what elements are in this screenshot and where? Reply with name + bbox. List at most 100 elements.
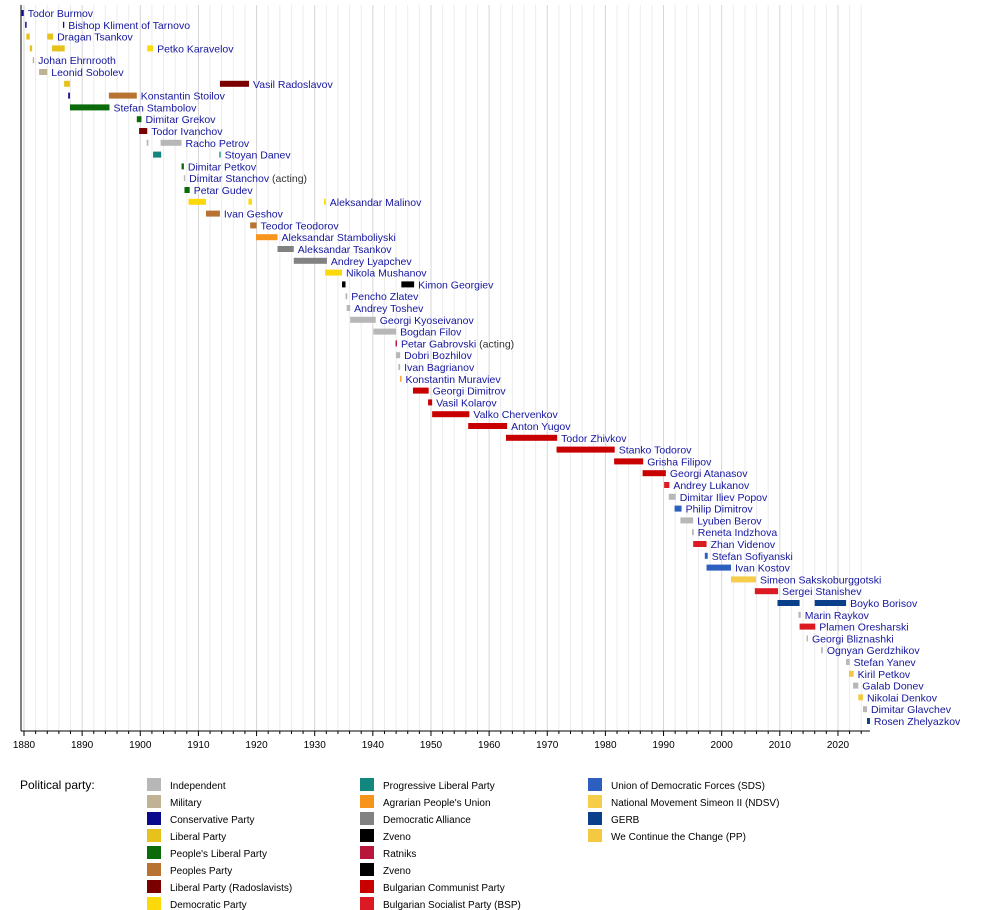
legend-label: Liberal Party (Radoslavists) xyxy=(170,883,292,894)
legend-label: We Continue the Change (PP) xyxy=(611,832,746,843)
pm-name: Georgi Dimitrov xyxy=(433,386,507,398)
pm-name: Vasil Radoslavov xyxy=(253,79,334,91)
term-bar xyxy=(614,458,644,465)
tick-label: 2020 xyxy=(827,740,850,751)
pm-name: Simeon Sakskoburggotski xyxy=(760,574,881,586)
pm-name-label: Bogdan Filov xyxy=(400,327,462,339)
pm-name: Kiril Petkov xyxy=(858,669,911,681)
pm-name-label: Andrey Lyapchev xyxy=(331,256,412,268)
pm-name-label: Stefan Yanev xyxy=(854,657,917,669)
pm-name: Ognyan Gerdzhikov xyxy=(827,645,921,657)
pm-name: Georgi Bliznashki xyxy=(812,633,894,645)
pm-name: Bogdan Filov xyxy=(400,327,462,339)
legend-swatch xyxy=(588,795,602,808)
term-bar xyxy=(181,163,184,170)
pm-name: Dimitar Grekov xyxy=(145,114,216,126)
legend-label: Agrarian People's Union xyxy=(383,798,491,809)
legend-swatch xyxy=(588,812,602,825)
pm-name-label: Andrey Toshev xyxy=(354,303,424,315)
pm-name-label: Rosen Zhelyazkov xyxy=(874,716,961,728)
pm-name: Reneta Indzhova xyxy=(698,527,778,539)
pm-name: Valko Chervenkov xyxy=(473,409,558,421)
pm-name: Stefan Yanev xyxy=(854,657,917,669)
term-bar xyxy=(250,222,257,229)
term-bar xyxy=(345,293,348,300)
pm-name: Andrey Lyapchev xyxy=(331,256,412,268)
pm-name: Dimitar Glavchev xyxy=(871,704,952,716)
pm-name-label: Plamen Oresharski xyxy=(819,622,908,634)
pm-name: Andrey Lukanov xyxy=(673,480,750,492)
term-bar xyxy=(398,364,401,370)
legend-label: GERB xyxy=(611,815,640,826)
term-bar xyxy=(400,375,402,382)
pm-name-label: Dimitar Iliev Popov xyxy=(680,492,768,504)
term-bar xyxy=(346,305,351,311)
pm-name-label: Konstantin Stoilov xyxy=(141,91,226,103)
pm-name-label: Georgi Bliznashki xyxy=(812,633,894,645)
legend-swatch xyxy=(147,795,161,808)
term-bar xyxy=(704,552,708,559)
term-bar xyxy=(432,411,470,418)
term-bar xyxy=(32,57,35,64)
legend-label: Bulgarian Socialist Party (BSP) xyxy=(383,900,521,910)
term-bar xyxy=(505,434,558,441)
pm-name-label: Reneta Indzhova xyxy=(698,527,778,539)
term-bar xyxy=(183,175,186,182)
legend-swatch xyxy=(147,880,161,893)
term-bar xyxy=(853,682,859,689)
pm-name-label: Stefan Sofiyanski xyxy=(712,551,793,563)
term-bar xyxy=(642,470,666,477)
legend-label: Zveno xyxy=(383,832,411,843)
pm-name-suffix: (acting) xyxy=(476,338,514,350)
term-bar xyxy=(799,623,816,630)
term-bar xyxy=(136,116,142,123)
term-bar xyxy=(821,647,823,654)
term-bar xyxy=(147,45,154,52)
legend-swatch xyxy=(588,778,602,791)
pm-name-label: Ivan Bagrianov xyxy=(404,362,475,374)
legend-label: National Movement Simeon II (NDSV) xyxy=(611,798,779,809)
pm-name-label: Ivan Kostov xyxy=(735,563,791,575)
pm-name-label: Boyko Borisov xyxy=(850,598,918,610)
term-bar xyxy=(668,493,676,500)
legend-label: Independent xyxy=(170,781,226,792)
term-bar xyxy=(64,80,70,87)
term-bar xyxy=(858,694,863,701)
pm-name: Rosen Zhelyazkov xyxy=(874,716,961,728)
term-bar xyxy=(26,33,30,40)
legend-swatch xyxy=(588,829,602,842)
pm-name-label: Johan Ehrnrooth xyxy=(38,55,116,67)
term-bar xyxy=(68,92,70,99)
term-bar xyxy=(160,139,182,146)
pm-name: Georgi Atanasov xyxy=(670,468,748,480)
term-bar xyxy=(219,151,221,158)
pm-name-label: Dimitar Glavchev xyxy=(871,704,952,716)
legend-swatch xyxy=(147,812,161,825)
pm-name: Petko Karavelov xyxy=(157,43,234,55)
pm-name: Nikola Mushanov xyxy=(346,268,427,280)
pm-name: Stanko Todorov xyxy=(619,445,693,457)
term-bar xyxy=(25,21,27,28)
term-bar xyxy=(680,517,694,524)
pm-name-label: Grisha Filipov xyxy=(647,456,712,468)
pm-name-label: Teodor Teodorov xyxy=(261,220,340,232)
pm-name-label: Georgi Dimitrov xyxy=(433,386,507,398)
term-bar xyxy=(219,80,250,87)
legend-label: People's Liberal Party xyxy=(170,849,267,860)
term-bar xyxy=(396,352,401,359)
pm-name: Vasil Kolarov xyxy=(436,397,497,409)
pm-name-label: Dimitar Stanchov (acting) xyxy=(189,173,307,185)
tick-label: 1950 xyxy=(420,740,443,751)
pm-name: Todor Ivanchov xyxy=(151,126,223,138)
pm-name-label: Sergei Stanishev xyxy=(782,586,862,598)
tick-label: 1980 xyxy=(594,740,617,751)
pm-name: Ivan Kostov xyxy=(735,563,791,575)
pm-name: Dimitar Iliev Popov xyxy=(680,492,768,504)
x-axis: 1880 1890 1900 1910 1920 1930 1940 1950 1960 1970… xyxy=(13,5,870,751)
term-bar xyxy=(867,718,870,724)
legend-label: Military xyxy=(170,798,202,809)
pm-name: Andrey Toshev xyxy=(354,303,424,315)
pm-name: Grisha Filipov xyxy=(647,456,712,468)
term-bar xyxy=(849,670,854,677)
